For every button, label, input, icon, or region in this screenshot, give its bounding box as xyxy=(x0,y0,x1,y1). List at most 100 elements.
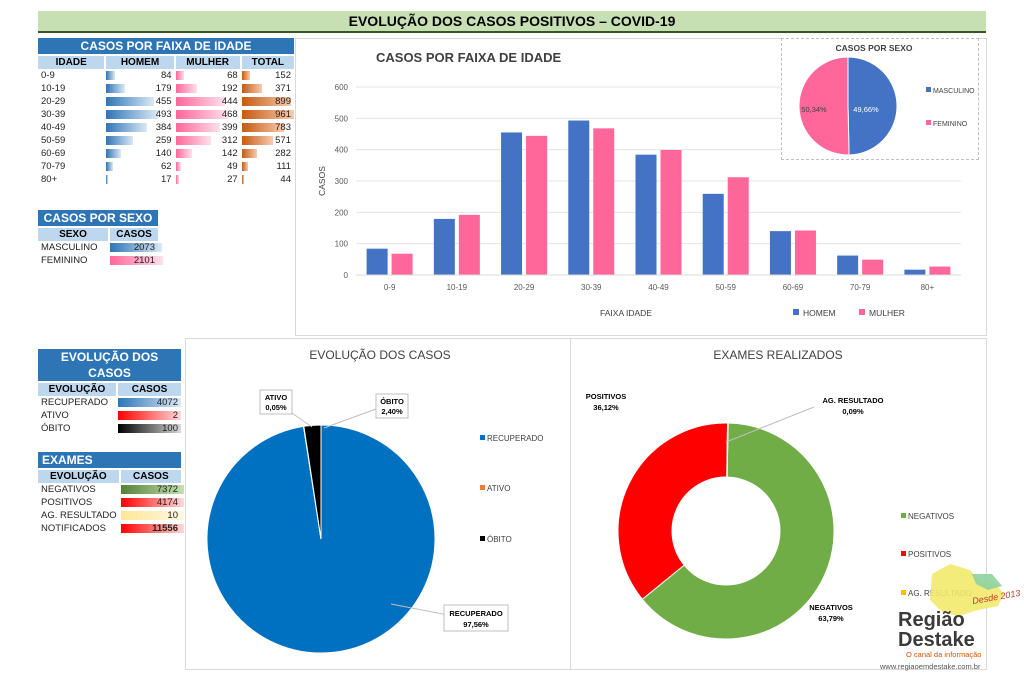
exams-label-positivos-pct: 36,12% xyxy=(593,403,619,412)
age-homem: 259 xyxy=(105,134,174,147)
callout-box-recuperado xyxy=(443,604,509,632)
age-table-title: CASOS POR FAIXA DE IDADE xyxy=(38,38,294,54)
table-row: 0-9 84 68 152 xyxy=(38,69,294,82)
logo-url: www.regiaoemdestake.com.br xyxy=(880,662,981,671)
sex-pie-chart: CASOS POR SEXO 49,66% 50,34% MASCULINO F… xyxy=(798,43,975,156)
x-tick-label: 60-69 xyxy=(783,283,804,292)
exams-donut-title: EXAMES REALIZADOS xyxy=(713,348,842,362)
age-total: 961 xyxy=(241,108,294,121)
callout-line-ag-resultado xyxy=(725,406,815,443)
sex-label: MASCULINO xyxy=(41,242,98,253)
evolution-label-recuperado-pct: 97,56% xyxy=(463,620,489,629)
age-bar-chart: CASOS POR FAIXA DE IDADE CASOS FAIXA IDA… xyxy=(317,50,961,318)
x-tick-label: 30-39 xyxy=(581,283,602,292)
evolution-label: ÓBITO xyxy=(41,423,71,434)
x-tick-label: 10-19 xyxy=(447,283,468,292)
bar-homem-70-79 xyxy=(837,255,859,275)
legend-label-negativos: NEGATIVOS xyxy=(908,512,954,521)
exams-slice-negativos xyxy=(641,422,835,640)
callout-box-obito xyxy=(375,393,409,419)
age-label: 50-59 xyxy=(41,135,66,146)
evolution-header-evolucao: EVOLUÇÃO xyxy=(38,383,117,396)
age-homem: 62 xyxy=(105,160,174,173)
bar-mulher-80+ xyxy=(929,266,951,275)
legend-label-obito: ÓBITO xyxy=(487,535,512,544)
exams-header-casos: CASOS xyxy=(118,470,181,483)
age-mulher: 192 xyxy=(175,82,241,95)
legend-label-ativo: ATIVO xyxy=(487,484,510,493)
exams-value: 10 xyxy=(120,509,184,522)
evolution-pie-chart: EVOLUÇÃO DOS CASOS ATIVO 0,05% ÓBITO 2,4… xyxy=(206,348,543,654)
legend-swatch-homem xyxy=(793,309,799,315)
x-tick-label: 50-59 xyxy=(715,283,736,292)
bar-mulher-30-39 xyxy=(593,128,615,275)
age-total: 783 xyxy=(241,121,294,134)
table-row: 10-19 179 192 371 xyxy=(38,82,294,95)
bar-mulher-10-19 xyxy=(458,214,480,275)
legend-label-homem: HOMEM xyxy=(803,308,836,318)
exams-table-title: EXAMES xyxy=(38,452,181,468)
x-tick-label: 70-79 xyxy=(850,283,871,292)
age-homem: 17 xyxy=(105,173,174,186)
exams-donut-chart: EXAMES REALIZADOS POSITIVOS 36,12% AG. R… xyxy=(586,348,972,640)
age-mulher: 68 xyxy=(175,69,241,82)
evolution-table: EVOLUÇÃO DOS CASOS EVOLUÇÃO CASOS RECUPE… xyxy=(38,349,181,435)
bar-chart-title: CASOS POR FAIXA DE IDADE xyxy=(376,50,561,65)
table-row: 30-39 493 468 961 xyxy=(38,108,294,121)
x-tick-label: 40-49 xyxy=(648,283,669,292)
bar-homem-30-39 xyxy=(568,120,590,275)
age-label: 30-39 xyxy=(41,109,66,120)
logo: Desde 2013 Região Destake O canal da inf… xyxy=(880,560,1021,675)
table-row: 60-69 140 142 282 xyxy=(38,147,294,160)
bar-mulher-60-69 xyxy=(794,230,816,275)
table-row: AG. RESULTADO 10 xyxy=(38,509,184,522)
sex-pie-panel: CASOS POR SEXO 49,66% 50,34% MASCULINO F… xyxy=(781,38,979,160)
table-row: MASCULINO 2073 xyxy=(38,241,162,254)
y-tick-label: 500 xyxy=(335,114,349,123)
y-tick-label: 600 xyxy=(335,83,349,92)
legend-swatch-negativos xyxy=(901,513,906,518)
bar-chart-ylabel: CASOS xyxy=(317,166,327,196)
legend-swatch-ag-resultado xyxy=(901,590,906,595)
logo-tagline: O canal da informação xyxy=(906,650,982,659)
evolution-value: 4072 xyxy=(117,396,181,409)
callout-box-ativo xyxy=(259,389,293,415)
evolution-label: RECUPERADO xyxy=(41,397,109,408)
callout-line-recuperado xyxy=(390,603,449,616)
age-mulher: 49 xyxy=(175,160,241,173)
logo-line2: Destake xyxy=(898,629,975,651)
age-total: 371 xyxy=(241,82,294,95)
exams-value: 7372 xyxy=(120,483,184,496)
age-header-idade: IDADE xyxy=(38,56,106,69)
evolution-slice--bito xyxy=(303,424,322,540)
table-row: NEGATIVOS 7372 xyxy=(38,483,184,496)
age-mulher: 468 xyxy=(175,108,241,121)
age-mulher: 27 xyxy=(175,173,241,186)
evolution-label: ATIVO xyxy=(41,410,69,421)
legend-label-positivos: POSITIVOS xyxy=(908,550,951,559)
bar-homem-80+ xyxy=(904,269,926,275)
legend-swatch-obito xyxy=(480,536,485,541)
age-mulher: 444 xyxy=(175,95,241,108)
sex-pie-label-feminino: 50,34% xyxy=(801,105,827,114)
age-label: 70-79 xyxy=(41,161,66,172)
legend-swatch-mulher xyxy=(859,309,865,315)
table-row: 50-59 259 312 571 xyxy=(38,134,294,147)
bar-homem-50-59 xyxy=(702,193,724,275)
callout-line-ativo xyxy=(288,410,313,428)
exams-label-positivos-name: POSITIVOS xyxy=(586,392,626,401)
legend-swatch-masculino xyxy=(926,87,931,92)
exams-slice-ag-resultado xyxy=(726,422,729,478)
age-total: 44 xyxy=(241,173,294,186)
age-homem: 84 xyxy=(105,69,174,82)
sex-value: 2101 xyxy=(109,254,163,267)
sex-pie-label-masculino: 49,66% xyxy=(853,105,879,114)
exams-label-negativos-pct: 63,79% xyxy=(818,614,844,623)
age-label: 60-69 xyxy=(41,148,66,159)
sex-table-title: CASOS POR SEXO xyxy=(38,210,158,226)
age-label: 80+ xyxy=(41,174,58,185)
exams-label-ag-pct: 0,09% xyxy=(842,407,864,416)
exams-label: POSITIVOS xyxy=(41,497,93,508)
bar-homem-40-49 xyxy=(635,154,657,275)
sex-value: 2073 xyxy=(109,241,162,254)
